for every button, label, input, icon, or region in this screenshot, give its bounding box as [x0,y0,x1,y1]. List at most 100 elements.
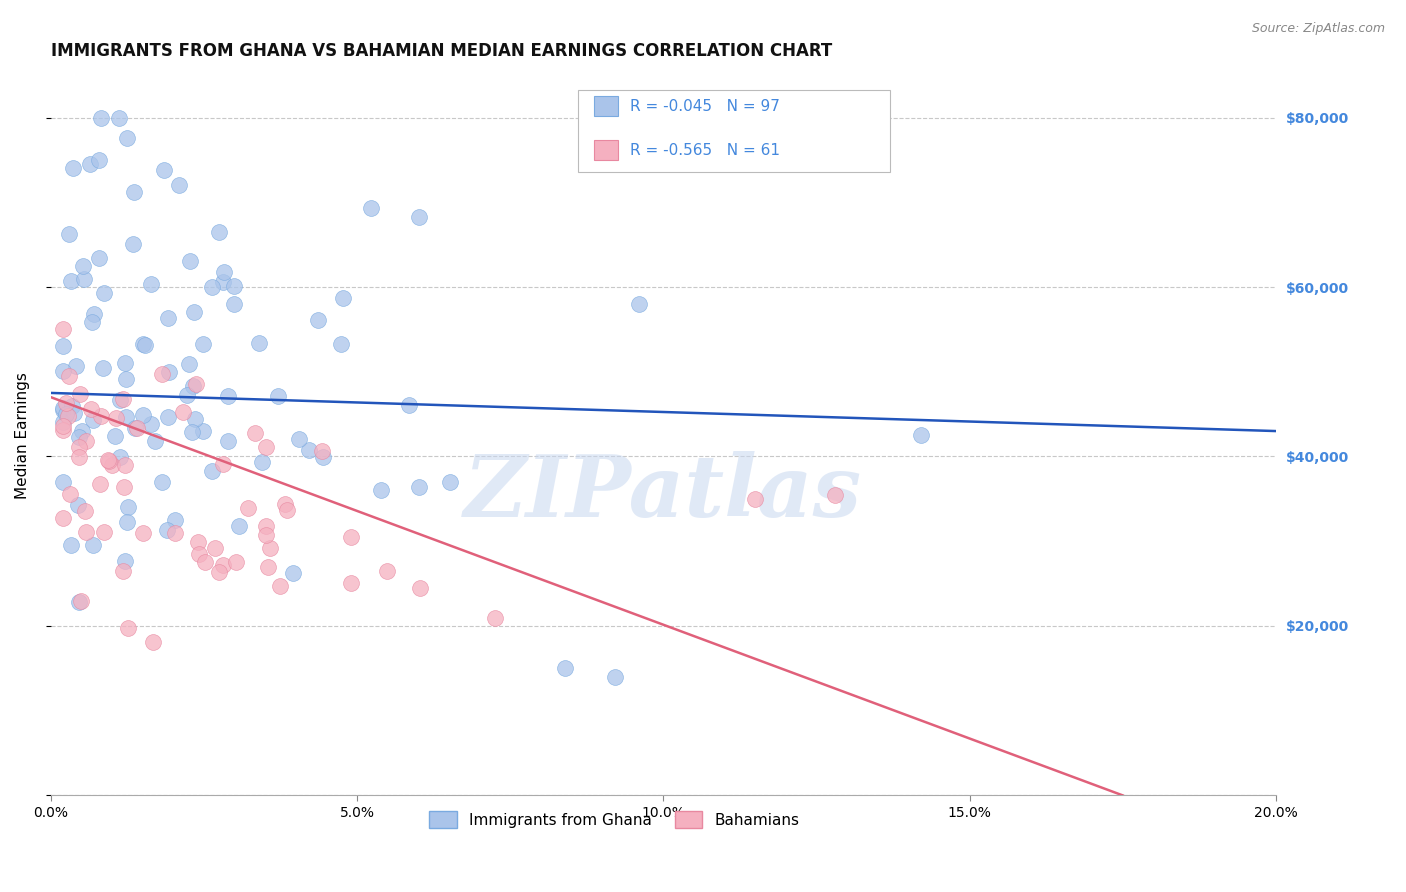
Point [60,537,83,551]
Point [307,312,329,326]
Point [212,558,235,572]
Point [73,504,96,518]
Point [82,412,104,426]
Point [72,260,94,274]
Point [114,356,136,370]
Point [484,611,506,625]
Point [62,161,84,175]
Point [82,315,104,329]
Point [124,421,146,435]
Point [266,389,288,403]
Point [93,524,115,539]
Point [89,476,111,491]
Point [115,410,138,425]
Point [75,434,97,449]
Point [554,661,576,675]
Point [139,277,162,291]
Point [107,111,129,125]
Point [311,444,333,458]
Point [153,162,176,177]
Point [187,535,209,549]
Point [110,450,132,464]
Point [201,464,224,478]
Point [67,440,90,454]
Point [250,454,273,468]
Point [217,434,239,449]
Point [150,475,173,489]
FancyBboxPatch shape [593,96,619,116]
Point [114,554,136,568]
Point [409,582,432,596]
Point [97,453,120,467]
Point [124,186,146,200]
Legend: Immigrants from Ghana, Bahamians: Immigrants from Ghana, Bahamians [423,805,806,835]
Point [156,409,179,424]
Point [52,475,75,490]
Point [439,475,461,490]
Point [254,440,277,454]
Point [104,429,127,443]
Point [247,336,270,351]
Point [52,511,75,525]
Point [236,501,259,516]
Point [212,457,235,471]
Point [340,530,363,544]
Point [183,304,205,318]
Point [269,579,291,593]
FancyBboxPatch shape [593,140,619,161]
Point [298,443,321,458]
Point [191,424,214,438]
Point [87,153,110,167]
Point [165,513,187,527]
Point [58,369,80,384]
Point [179,254,201,268]
Text: ZIPatlas: ZIPatlas [464,451,862,534]
Point [132,408,155,422]
Point [117,131,139,145]
Point [340,576,363,591]
Point [156,310,179,325]
Point [157,366,180,380]
Point [52,424,75,438]
Point [90,409,112,423]
Point [125,421,148,435]
Point [82,538,104,552]
Point [111,392,134,406]
Point [370,483,392,497]
Point [177,357,200,371]
Point [67,430,90,444]
Point [114,458,136,472]
Text: R = -0.045   N = 97: R = -0.045 N = 97 [630,99,780,113]
Point [180,425,202,439]
Point [59,487,82,501]
Point [52,403,75,417]
Point [132,337,155,351]
Point [398,398,420,412]
Point [100,458,122,472]
Point [259,541,281,556]
Point [73,271,96,285]
Point [256,560,278,574]
Point [134,338,156,352]
Point [55,407,77,421]
Point [60,274,83,288]
Point [208,226,231,240]
Point [360,202,382,216]
Point [70,424,93,438]
Point [254,527,277,541]
Point [744,491,766,506]
Point [605,670,627,684]
Point [122,236,145,251]
Point [87,251,110,265]
Point [312,450,335,464]
Point [228,519,250,533]
Point [91,360,114,375]
Point [408,480,430,494]
Point [167,178,190,192]
Point [132,526,155,541]
Point [193,337,215,351]
Point [58,227,80,241]
Point [824,487,846,501]
Point [214,265,236,279]
Point [281,566,304,580]
